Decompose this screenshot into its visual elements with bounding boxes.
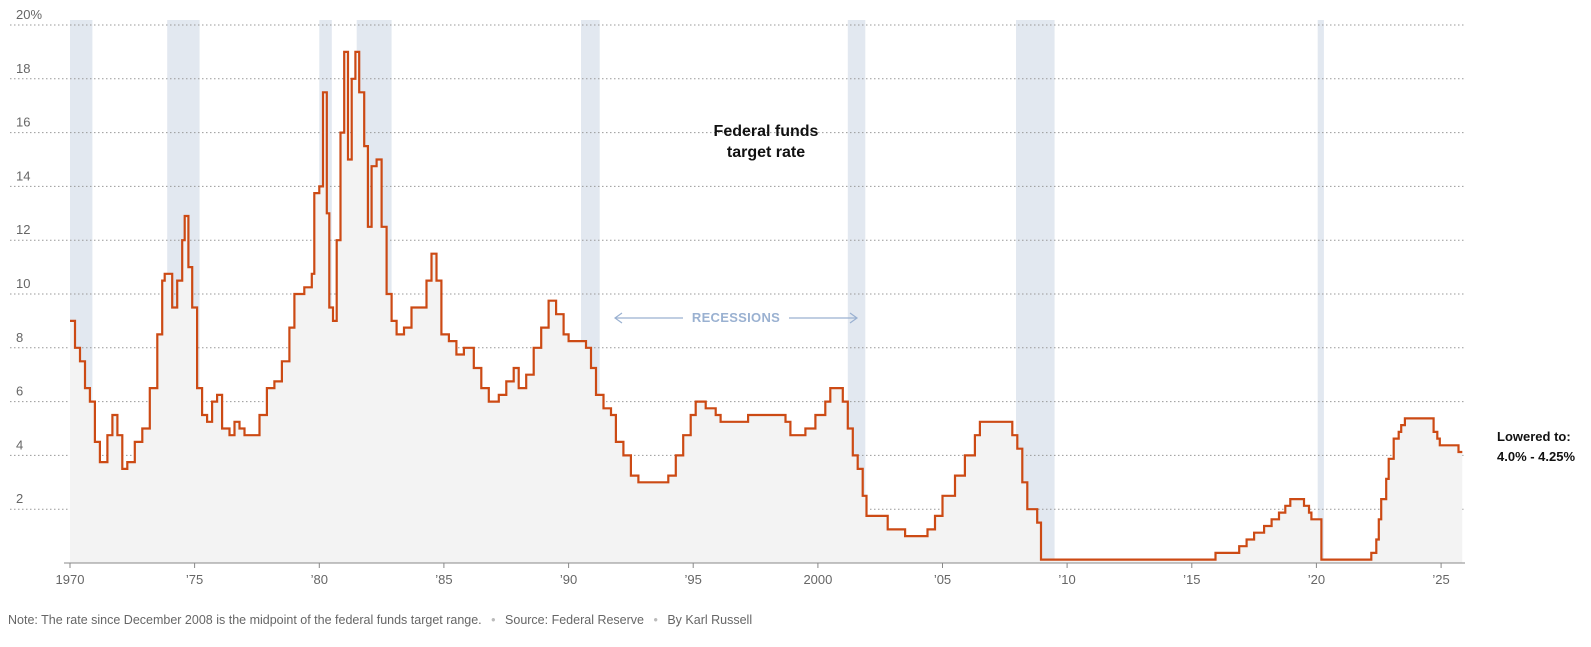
chart-title: Federal funds target rate <box>714 123 819 161</box>
x-tick-label-1975: ’75 <box>186 572 203 587</box>
series-area <box>70 51 1463 564</box>
recessions-arrowhead-right <box>849 312 859 324</box>
footer-note: Note: The rate since December 2008 is th… <box>8 613 482 627</box>
x-tick-label-1980: ’80 <box>311 572 328 587</box>
x-axis-ticks: 1970 ’75 ’80 ’85 ’90 ’95 2000 ’05 ’10 ’15 ’20 ’25 <box>56 563 1450 587</box>
recession-band-7 <box>1317 20 1324 563</box>
recessions-label: RECESSIONS <box>692 310 780 325</box>
y-tick-label-2: 2 <box>16 491 23 506</box>
gridlines <box>10 24 1465 510</box>
x-tick-label-2010: ’10 <box>1058 572 1075 587</box>
x-tick-label-2020: ’20 <box>1308 572 1325 587</box>
chart-title-line-2: target rate <box>727 144 805 161</box>
chart-footer: Note: The rate since December 2008 is th… <box>8 613 752 627</box>
y-tick-label-14: 14 <box>16 168 30 183</box>
recessions-annotation: RECESSIONS <box>613 310 859 325</box>
y-tick-label-10: 10 <box>16 276 30 291</box>
y-axis-ticks: 2 4 6 8 10 12 14 16 18 20% <box>16 7 42 506</box>
footer-source: Source: Federal Reserve <box>505 613 644 627</box>
y-tick-label-8: 8 <box>16 330 23 345</box>
y-tick-label-12: 12 <box>16 222 30 237</box>
y-tick-label-6: 6 <box>16 384 23 399</box>
chart-title-line-1: Federal funds <box>714 123 819 140</box>
y-tick-label-18: 18 <box>16 61 30 76</box>
end-annotation: Lowered to: 4.0% - 4.25% <box>1497 429 1575 464</box>
x-tick-label-2005: ’05 <box>934 572 951 587</box>
recession-band-5 <box>847 20 866 563</box>
x-tick-label-2025: ’25 <box>1432 572 1449 587</box>
end-label-line-1: Lowered to: <box>1497 429 1571 444</box>
x-tick-label-2000: 2000 <box>803 572 832 587</box>
end-label-line-2: 4.0% - 4.25% <box>1497 449 1575 464</box>
y-tick-label-4: 4 <box>16 437 23 452</box>
y-tick-label-16: 16 <box>16 115 30 130</box>
x-tick-label-1970: 1970 <box>56 572 85 587</box>
footer-separator: • <box>491 613 496 627</box>
x-tick-label-1990: ’90 <box>560 572 577 587</box>
y-tick-label-20: 20% <box>16 7 42 22</box>
x-tick-label-1985: ’85 <box>435 572 452 587</box>
area-fill <box>70 51 1463 564</box>
x-tick-label-1995: ’95 <box>685 572 702 587</box>
footer-separator: • <box>653 613 658 627</box>
series-line-federal-funds-rate <box>70 50 1463 561</box>
series-layer <box>70 50 1463 561</box>
x-tick-label-2015: ’15 <box>1183 572 1200 587</box>
footer-byline: By Karl Russell <box>667 613 753 627</box>
recessions-arrowhead-left <box>613 312 623 324</box>
